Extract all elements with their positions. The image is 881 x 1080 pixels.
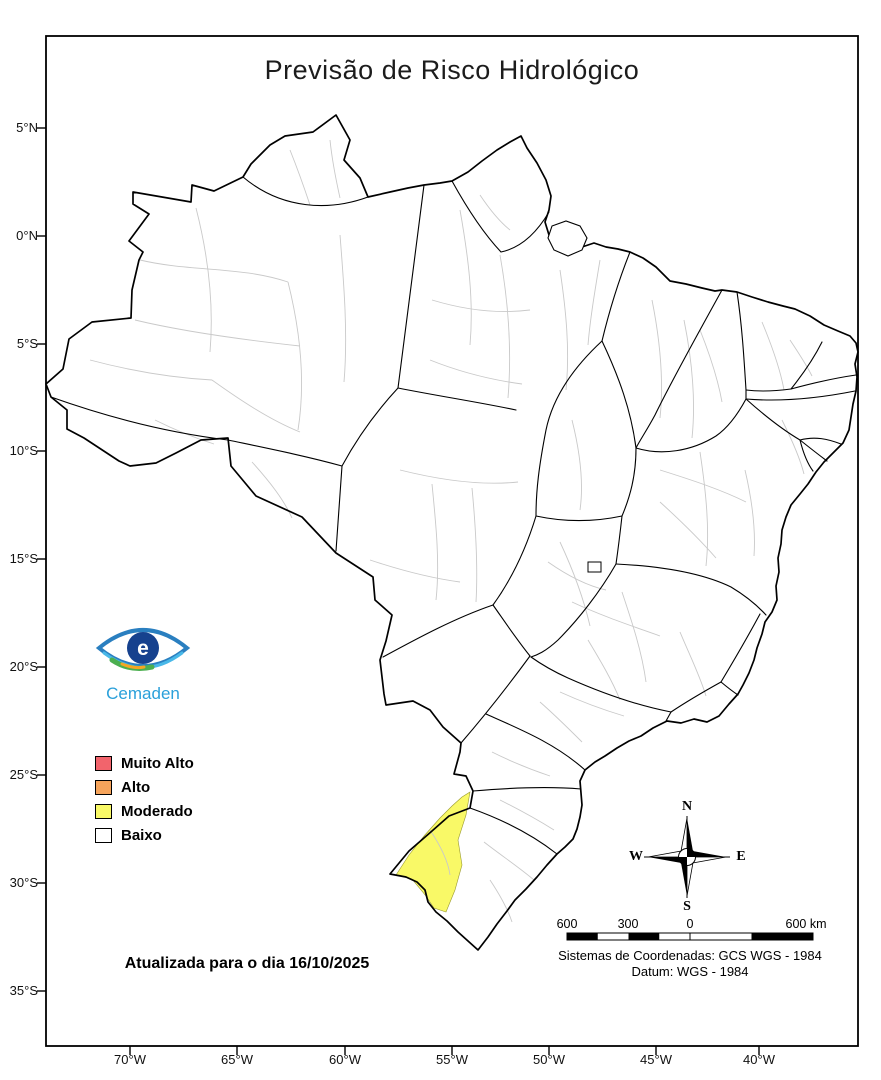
lon-label-50w: 50°W <box>533 1052 565 1067</box>
lon-label-70w: 70°W <box>114 1052 146 1067</box>
cemaden-wordmark: Cemaden <box>106 684 180 703</box>
legend-label-moderado: Moderado <box>121 802 193 820</box>
marajo-island <box>547 220 588 257</box>
legend-label-muito-alto: Muito Alto <box>121 754 194 772</box>
compass-north-label: N <box>681 799 693 814</box>
legend-label-alto: Alto <box>121 778 151 796</box>
lon-label-45w: 45°W <box>640 1052 672 1067</box>
compass-east-label: E <box>736 849 746 864</box>
lat-label-15s: 15°S <box>9 551 38 566</box>
lat-label-0n: 0°N <box>16 228 38 243</box>
legend-swatch-baixo <box>95 827 112 843</box>
lat-label-30s: 30°S <box>9 875 38 890</box>
lat-label-5n: 5°N <box>16 120 38 135</box>
scale-label-0: 0 <box>686 917 694 931</box>
legend-item-moderado: Moderado <box>95 799 194 823</box>
risk-legend: Muito Alto Alto Moderado Baixo <box>95 751 194 847</box>
risk-region-moderado <box>395 791 471 913</box>
scale-label-600-left: 600 <box>556 917 578 931</box>
legend-swatch-alto <box>95 779 112 795</box>
map-title: Previsão de Risco Hidrológico <box>264 55 640 85</box>
scale-label-600-km: 600 km <box>785 917 827 931</box>
cemaden-logo-letter: e <box>137 637 149 660</box>
longitude-ticks <box>129 1046 760 1055</box>
lat-label-10s: 10°S <box>9 443 38 458</box>
lon-label-60w: 60°W <box>329 1052 361 1067</box>
scale-bar <box>566 932 814 941</box>
lat-label-35s: 35°S <box>9 983 38 998</box>
legend-label-baixo: Baixo <box>121 826 162 844</box>
compass-rose <box>644 816 730 898</box>
update-note: Atualizada para o dia 16/10/2025 <box>124 955 370 972</box>
crs-datum-line: Datum: WGS - 1984 <box>631 964 749 979</box>
municipal-boundaries <box>89 139 813 923</box>
cemaden-logo: e <box>95 628 191 671</box>
brazil-landmass <box>46 115 858 950</box>
lon-label-55w: 55°W <box>436 1052 468 1067</box>
brazil-outline <box>45 114 859 951</box>
legend-swatch-moderado <box>95 803 112 819</box>
lon-label-40w: 40°W <box>743 1052 775 1067</box>
compass-west-label: W <box>629 849 643 864</box>
lat-label-25s: 25°S <box>9 767 38 782</box>
legend-item-baixo: Baixo <box>95 823 194 847</box>
legend-swatch-muito-alto <box>95 755 112 771</box>
latitude-ticks <box>37 127 46 992</box>
legend-item-alto: Alto <box>95 775 194 799</box>
distrito-federal-outline <box>587 561 602 573</box>
state-boundaries <box>50 176 857 855</box>
lon-label-65w: 65°W <box>221 1052 253 1067</box>
lat-label-20s: 20°S <box>9 659 38 674</box>
compass-south-label: S <box>683 899 691 914</box>
scale-label-300: 300 <box>617 917 639 931</box>
crs-system-line: Sistemas de Coordenadas: GCS WGS - 1984 <box>558 948 822 963</box>
lat-label-5s: 5°S <box>16 336 38 351</box>
legend-item-muito-alto: Muito Alto <box>95 751 194 775</box>
